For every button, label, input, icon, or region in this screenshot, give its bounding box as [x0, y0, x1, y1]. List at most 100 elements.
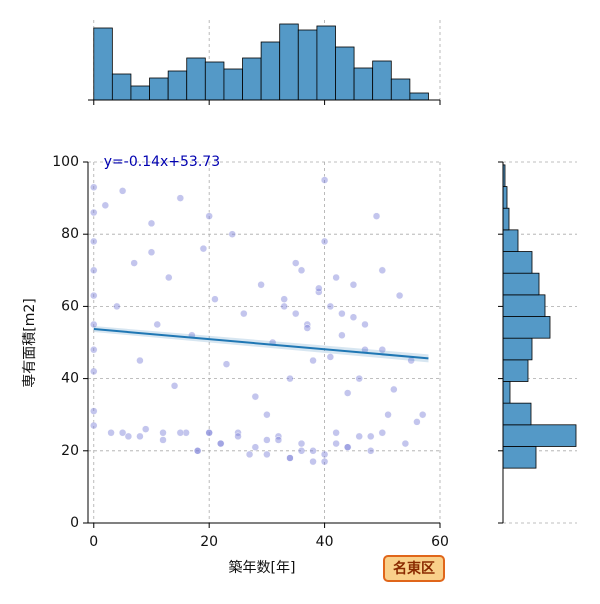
- histogram-bar: [502, 316, 551, 339]
- scatter-point: [355, 432, 363, 441]
- histogram-bar: [502, 186, 508, 209]
- scatter-point: [90, 183, 98, 192]
- scatter-point: [384, 410, 392, 419]
- histogram-bar: [502, 424, 577, 447]
- scatter-point: [240, 309, 248, 318]
- scatter-point: [274, 436, 283, 444]
- scatter-point: [367, 432, 375, 441]
- scatter-point: [245, 450, 254, 459]
- scatter-point: [263, 436, 271, 444]
- scatter-point: [90, 407, 98, 415]
- scatter-point: [291, 309, 300, 318]
- scatter-point: [263, 450, 271, 459]
- scatter-point: [130, 259, 138, 267]
- scatter-point: [320, 176, 329, 184]
- scatter-point: [90, 320, 98, 329]
- histogram-bar: [242, 57, 262, 101]
- badge: 名東区: [393, 560, 435, 577]
- scatter-point: [159, 429, 167, 437]
- scatter-point: [303, 324, 312, 332]
- scatter-point: [320, 457, 329, 466]
- histogram-bar: [260, 41, 281, 101]
- scatter-point: [234, 432, 242, 441]
- histogram-bar: [353, 67, 374, 101]
- scatter-point: [280, 302, 288, 311]
- histogram-bar: [390, 78, 411, 101]
- scatter-point: [332, 273, 340, 282]
- scatter-point: [297, 266, 306, 275]
- regression-line: [93, 328, 429, 360]
- histogram-bar: [149, 77, 169, 101]
- scatter-point: [309, 457, 317, 466]
- scatter-point: [378, 429, 387, 437]
- scatter-point: [286, 454, 294, 462]
- scatter-point: [124, 432, 133, 441]
- x-tick-label: 0: [89, 534, 98, 550]
- scatter-point: [147, 248, 156, 256]
- scatter-point: [361, 320, 369, 329]
- scatter-point: [332, 429, 340, 437]
- histogram-bar: [502, 446, 537, 469]
- scatter-point: [390, 385, 398, 394]
- histogram-bar: [297, 29, 318, 101]
- scatter-point: [338, 331, 346, 340]
- scatter-point: [90, 367, 98, 376]
- scatter-point: [257, 280, 265, 289]
- scatter-point: [395, 291, 404, 300]
- histogram-bar: [502, 381, 511, 404]
- scatter-point: [326, 302, 335, 311]
- histogram-bar: [502, 207, 510, 231]
- scatter-point: [413, 418, 421, 426]
- scatter-point: [90, 421, 98, 430]
- histogram-bar: [502, 229, 519, 252]
- scatter-point: [355, 374, 363, 383]
- histogram-bar: [130, 85, 150, 101]
- scatter-point: [320, 237, 329, 246]
- scatter-point: [332, 439, 340, 448]
- histogram-bar: [502, 402, 532, 426]
- scatter-point: [101, 201, 110, 210]
- scatter-point: [199, 244, 208, 253]
- scatter-point: [159, 436, 167, 444]
- badge-box: [383, 555, 445, 582]
- scatter-point: [118, 187, 127, 195]
- scatter-point: [113, 302, 121, 311]
- x-tick-label: 60: [431, 534, 449, 550]
- y-tick-label: 60: [61, 298, 79, 314]
- x-axis-label: 築年数[年]: [229, 560, 296, 576]
- scatter-point: [378, 345, 387, 354]
- scatter-point: [309, 356, 317, 365]
- histogram-bar: [204, 61, 225, 101]
- scatter-point: [309, 447, 317, 455]
- scatter-point: [320, 450, 329, 459]
- scatter-point: [193, 447, 202, 455]
- scatter-point: [90, 291, 98, 300]
- scatter-point: [378, 266, 387, 275]
- histogram-bar: [279, 23, 299, 101]
- scatter-point: [90, 237, 98, 246]
- scatter-point: [118, 429, 127, 437]
- histogram-bar: [93, 27, 113, 101]
- y-tick-label: 100: [52, 154, 79, 170]
- scatter-point: [141, 425, 150, 433]
- histogram-bar: [502, 294, 546, 317]
- scatter-point: [343, 443, 352, 451]
- histogram-bar: [502, 359, 529, 382]
- scatter-point: [107, 429, 115, 437]
- annotation: y=-0.14x+53.73: [104, 154, 220, 170]
- scatter-point: [280, 295, 288, 303]
- y-tick-label: 80: [61, 226, 79, 242]
- scatter-point: [251, 392, 260, 401]
- scatter-point: [401, 439, 410, 448]
- scatter-point: [343, 389, 352, 397]
- scatter-point: [90, 345, 98, 354]
- scatter-point: [165, 273, 173, 282]
- scatter-point: [263, 410, 271, 419]
- scatter-point: [291, 259, 300, 267]
- scatter-point: [222, 360, 231, 368]
- histogram-bar: [372, 60, 392, 101]
- histogram-bar: [316, 25, 336, 101]
- scatter-point: [205, 212, 213, 220]
- x-tick-label: 20: [200, 534, 218, 550]
- scatter-point: [182, 429, 190, 437]
